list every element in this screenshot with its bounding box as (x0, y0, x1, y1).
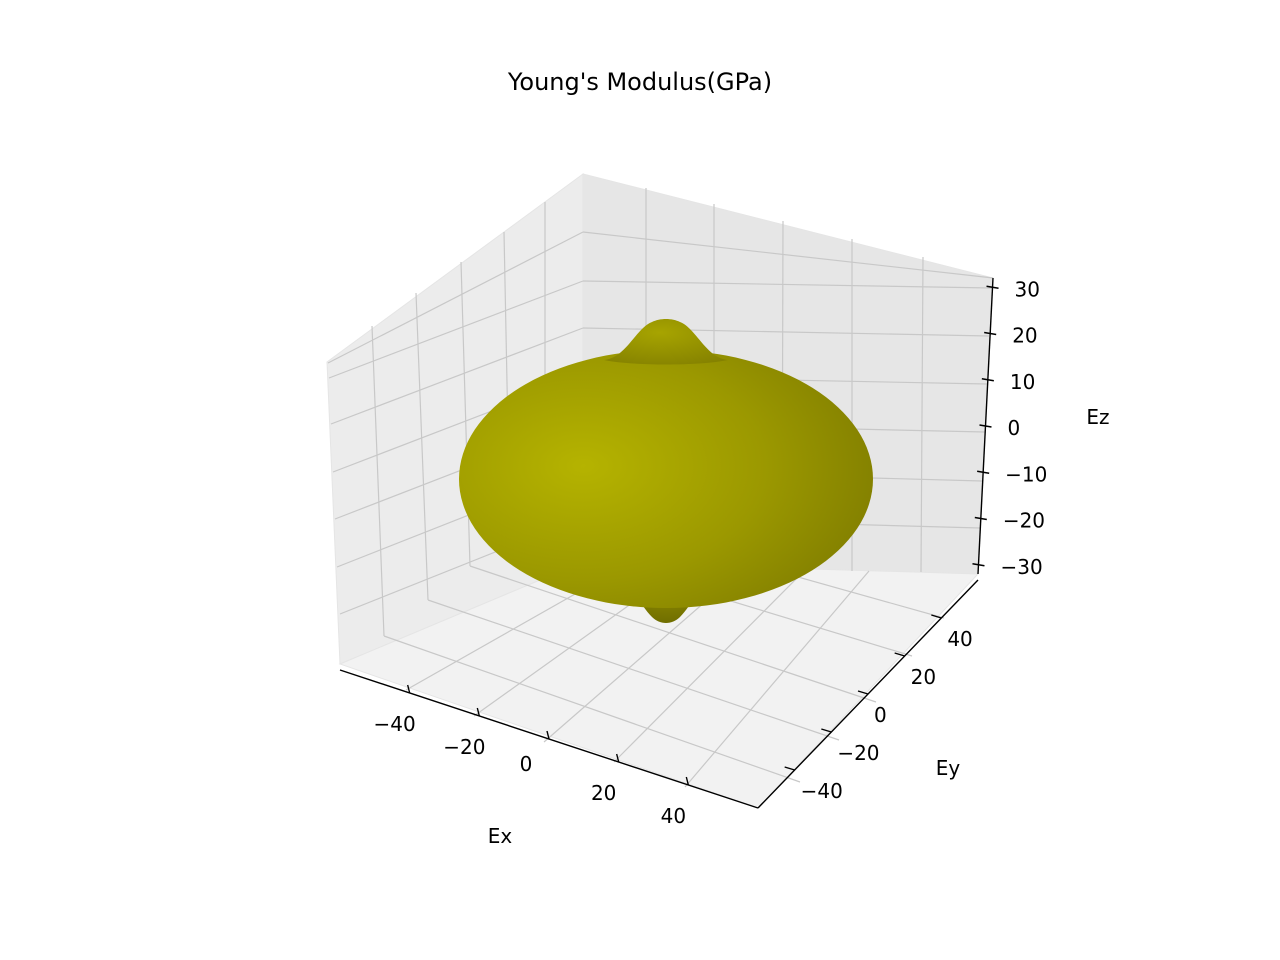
z-tick (972, 563, 985, 567)
y-tick (784, 766, 795, 771)
x-tick-label: 20 (591, 781, 616, 805)
z-tick-label: 10 (1010, 370, 1035, 394)
z-tick (986, 285, 999, 289)
x-tick (685, 776, 690, 786)
x-tick (546, 730, 550, 740)
z-tick-label: 30 (1015, 277, 1040, 301)
z-tick-label: 20 (1012, 324, 1037, 348)
axis-ticks (406, 285, 999, 786)
y-tick (857, 690, 869, 695)
z-tick (979, 424, 992, 428)
surface (459, 319, 873, 623)
y-tick-label: 40 (947, 627, 972, 651)
y-tick-label: 0 (874, 703, 887, 727)
y-tick-label: 20 (911, 665, 936, 689)
z-tick-label: −30 (1000, 555, 1042, 579)
x-axis-label: Ex (488, 824, 513, 848)
z-tick-label: 0 (1008, 416, 1021, 440)
z-axis-label: Ez (1086, 405, 1109, 429)
x-tick (476, 707, 481, 717)
x-tick (615, 753, 620, 763)
x-tick-label: −40 (374, 712, 416, 736)
y-axis-label: Ey (936, 756, 961, 780)
y-tick (894, 652, 905, 657)
x-tick-label: 40 (661, 804, 686, 828)
y-tick-label: −40 (801, 779, 843, 803)
z-tick-label: −10 (1005, 462, 1047, 486)
x-tick-label: −20 (443, 735, 485, 759)
z-tick (974, 516, 987, 521)
grid-lines (327, 188, 994, 788)
surface-body (459, 350, 873, 608)
z-tick (977, 470, 990, 474)
y-tick-label: −20 (837, 741, 879, 765)
x-tick (406, 684, 411, 694)
y-tick (931, 614, 942, 619)
z-tick-label: −20 (1003, 509, 1045, 533)
y-tick (821, 728, 832, 733)
x-tick-label: 0 (520, 752, 533, 776)
z-tick (981, 378, 994, 382)
z-tick (984, 331, 997, 336)
surface-top-peak (604, 319, 728, 365)
chart-title: Young's Modulus(GPa) (507, 68, 773, 96)
